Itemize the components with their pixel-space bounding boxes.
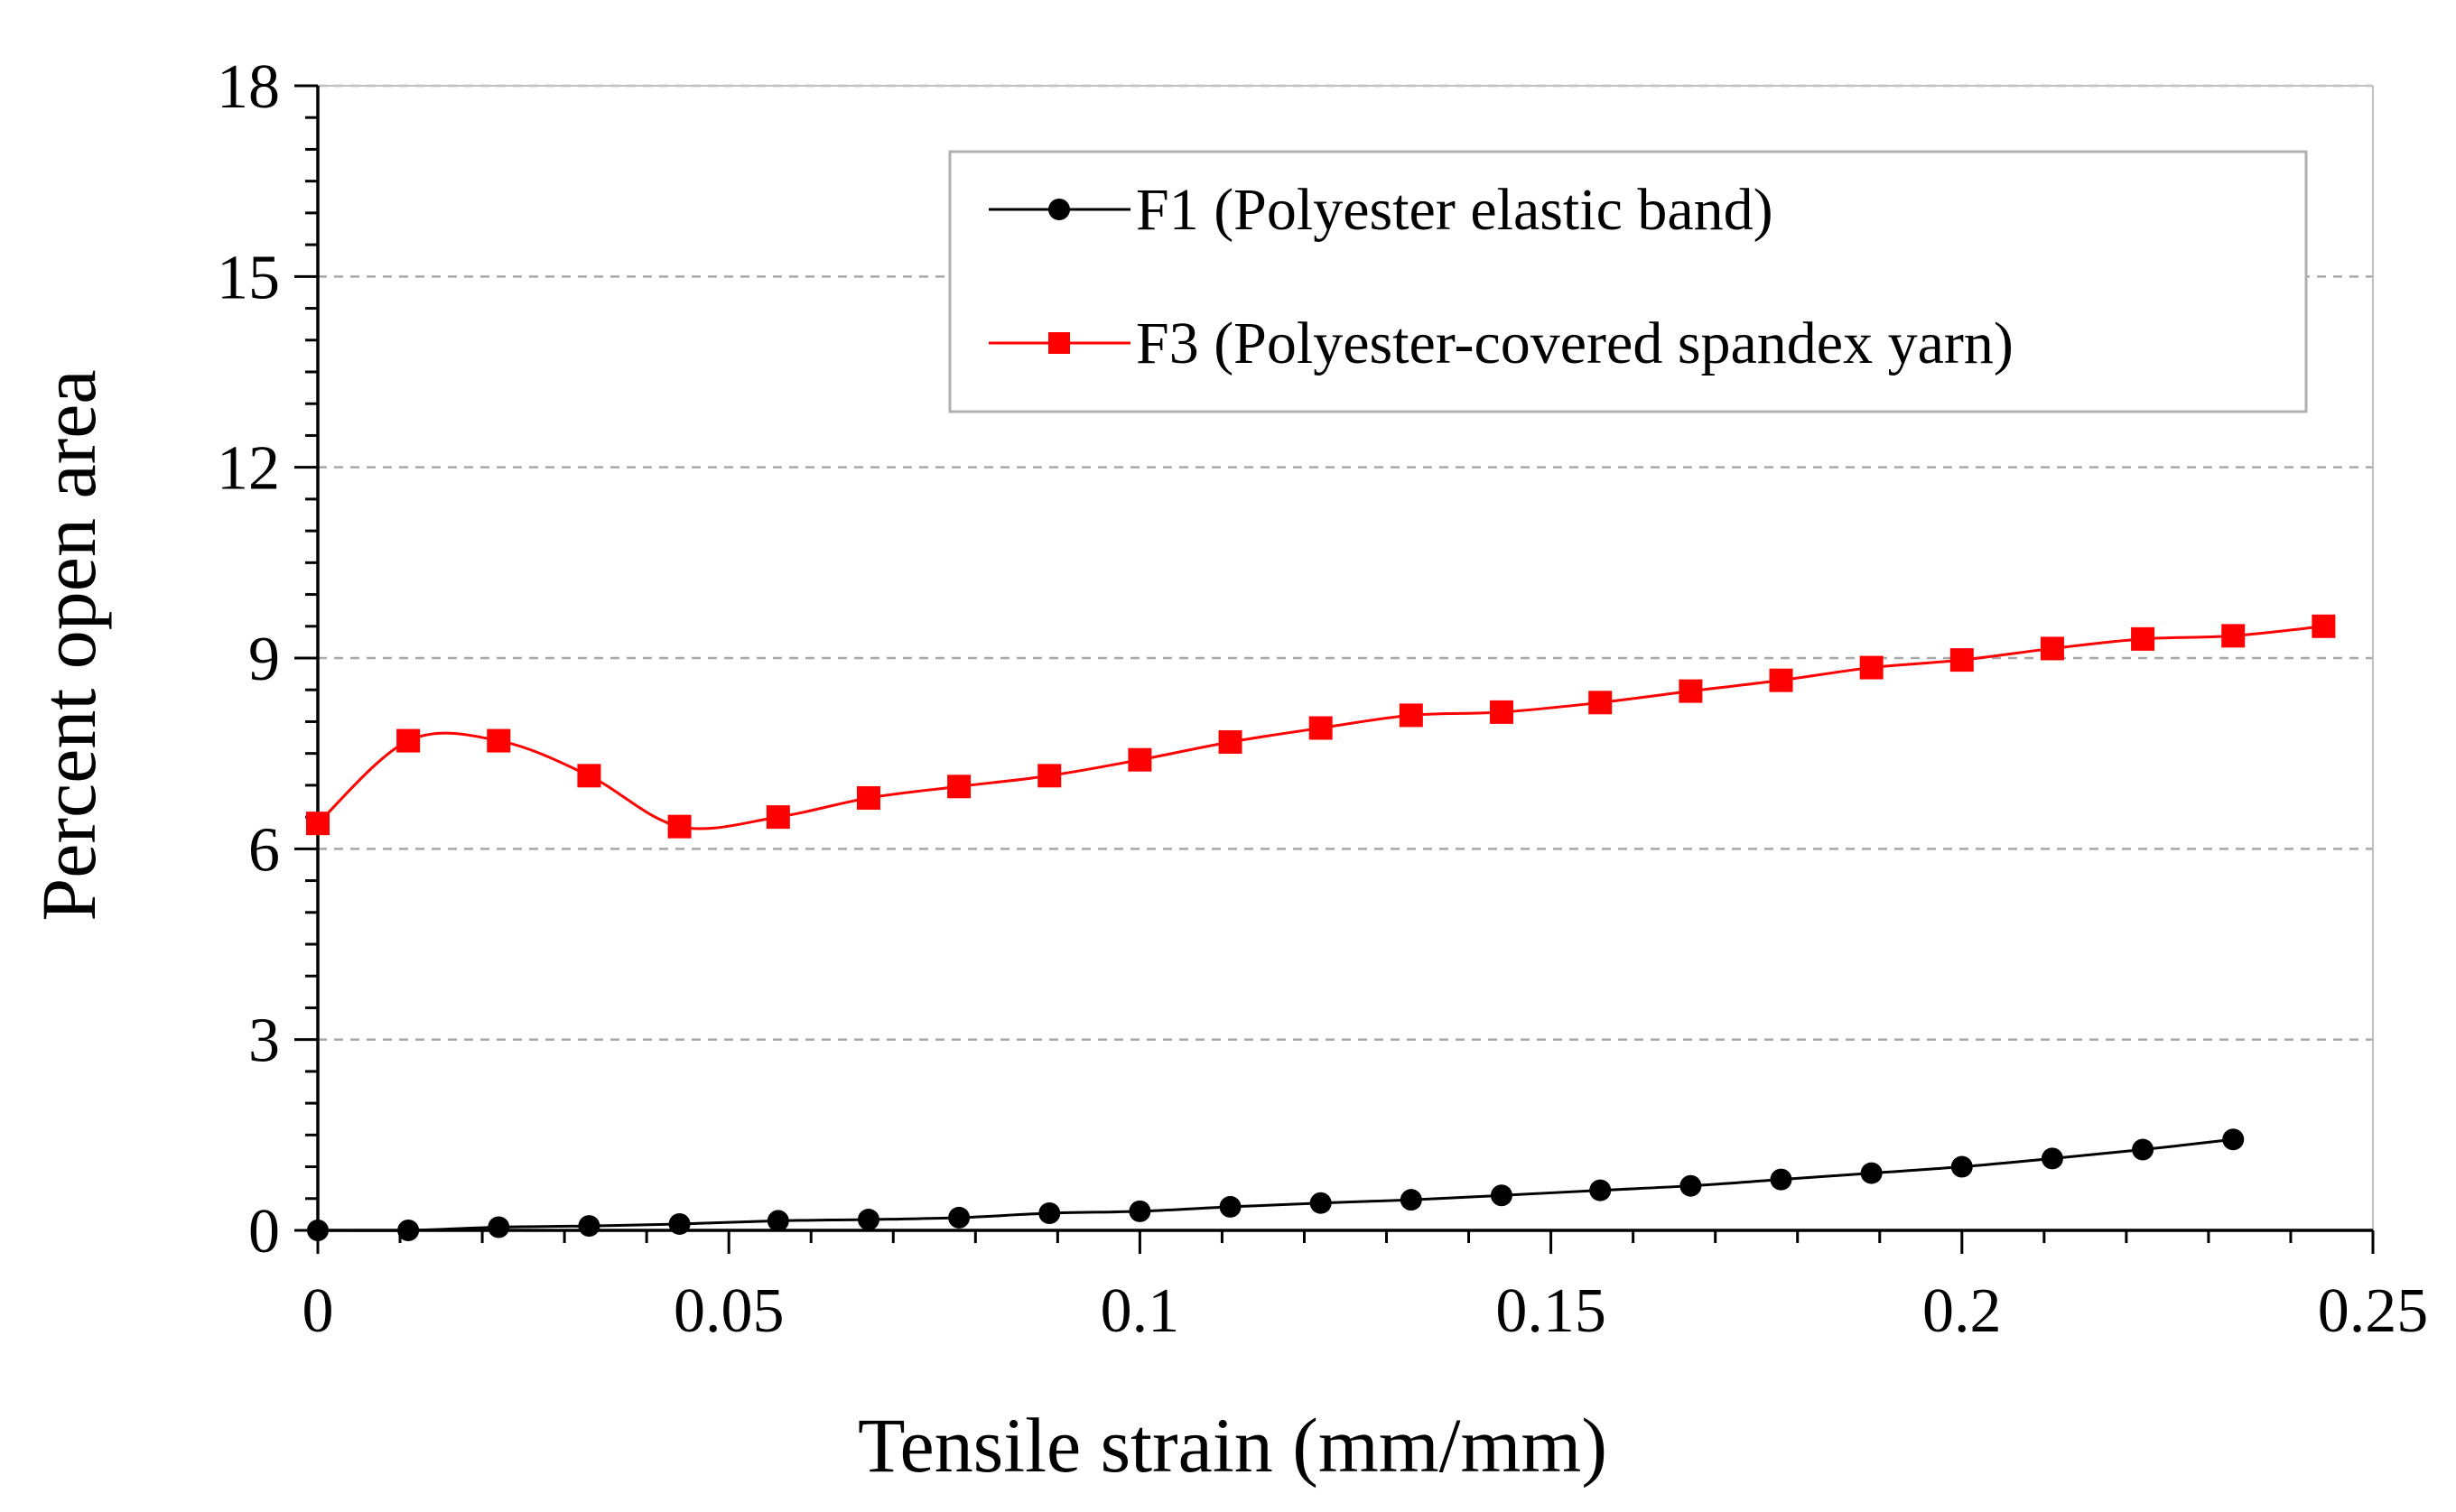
data-point xyxy=(1400,1189,1422,1211)
legend-label-f1: F1 (Polyester elastic band) xyxy=(1136,177,1773,243)
data-point xyxy=(1949,648,1974,673)
y-tick-label-4: 12 xyxy=(217,434,280,504)
y-tick-label-2: 6 xyxy=(248,815,280,885)
data-point xyxy=(1128,747,1152,772)
data-point xyxy=(856,785,880,810)
x-tick-label-4: 0.2 xyxy=(1922,1276,2002,1346)
data-point xyxy=(1129,1200,1151,1222)
data-point xyxy=(1218,729,1242,754)
x-tick-label-0: 0 xyxy=(302,1276,334,1346)
data-point xyxy=(667,814,692,839)
data-point xyxy=(487,728,511,753)
x-tick-label-2: 0.1 xyxy=(1101,1276,1180,1346)
series-f3 xyxy=(306,614,2336,839)
data-point xyxy=(1037,764,1062,788)
data-point xyxy=(1950,1155,1973,1178)
legend-box xyxy=(948,150,2308,413)
axes: 0 3 6 9 12 15 18 0 0.05 0.1 0.15 0.2 0.25 xyxy=(217,52,2428,1346)
y-tick-label-6: 18 xyxy=(217,52,280,122)
data-point xyxy=(1038,1201,1061,1224)
y-tick-label-1: 3 xyxy=(248,1006,280,1076)
plot-series xyxy=(306,614,2336,1241)
y-tick-label-0: 0 xyxy=(248,1197,280,1266)
data-point xyxy=(1308,716,1333,740)
data-point xyxy=(948,1206,971,1229)
data-point xyxy=(2222,1128,2245,1151)
data-point xyxy=(1489,700,1513,724)
data-point xyxy=(397,1220,420,1241)
data-point xyxy=(2040,636,2064,661)
data-point xyxy=(1219,1195,1242,1218)
data-point xyxy=(2132,1138,2154,1161)
data-point xyxy=(578,1215,600,1238)
data-point xyxy=(1399,703,1423,728)
data-point xyxy=(1860,1162,1883,1184)
data-point xyxy=(1859,655,1884,680)
data-point xyxy=(396,728,421,753)
legend-marker-f1 xyxy=(1048,199,1070,220)
legend-label-f3: F3 (Polyester-covered spandex yarn) xyxy=(1136,311,2014,376)
data-point xyxy=(767,1210,789,1232)
data-point xyxy=(1769,668,1793,692)
data-point xyxy=(1490,1184,1512,1207)
x-tick-label-5: 0.25 xyxy=(2318,1276,2429,1346)
data-point xyxy=(668,1212,691,1235)
data-point xyxy=(1770,1168,1792,1191)
data-point xyxy=(306,812,330,836)
x-axis-title: Tensile strain (mm/mm) xyxy=(858,1402,1607,1489)
y-tick-label-3: 9 xyxy=(248,625,280,694)
data-point xyxy=(857,1209,879,1231)
data-point xyxy=(2131,626,2155,651)
series-f1 xyxy=(307,1128,2245,1241)
data-point xyxy=(2312,614,2336,638)
data-point xyxy=(1309,1192,1332,1214)
data-point xyxy=(1679,1174,1702,1197)
data-point xyxy=(2041,1147,2063,1170)
y-tick-label-5: 15 xyxy=(217,243,280,312)
x-tick-label-3: 0.15 xyxy=(1495,1276,1606,1346)
data-point xyxy=(2221,624,2246,648)
data-point xyxy=(1588,691,1613,715)
series-line xyxy=(317,1137,2234,1232)
legend-marker-f3 xyxy=(1048,332,1070,354)
legend: F1 (Polyester elastic band) F3 (Polyeste… xyxy=(948,150,2308,413)
x-tick-label-1: 0.05 xyxy=(674,1276,785,1346)
data-point xyxy=(307,1220,329,1241)
data-point xyxy=(1589,1179,1612,1201)
data-point xyxy=(488,1216,510,1238)
data-point xyxy=(577,764,601,788)
data-point xyxy=(766,805,790,830)
data-point xyxy=(1679,679,1703,703)
y-axis-title: Percent open area xyxy=(25,369,112,921)
data-point xyxy=(947,775,972,799)
